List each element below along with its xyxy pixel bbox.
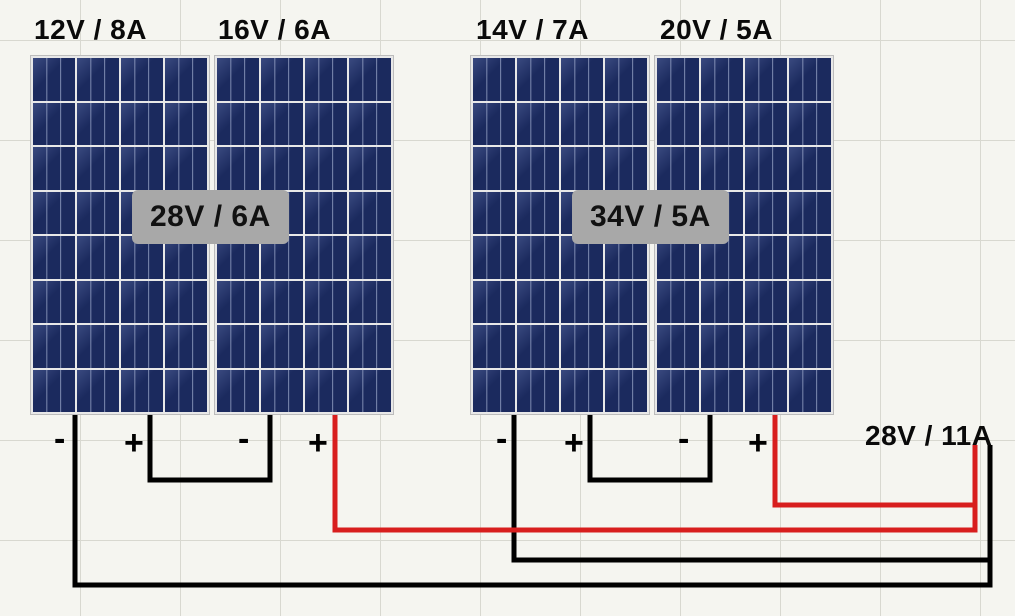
panel-2-terminal-negative: - bbox=[238, 420, 249, 459]
panel-4-terminal-negative: - bbox=[678, 420, 689, 459]
panel-3-label: 14V / 7A bbox=[476, 14, 589, 46]
panel-4-terminal-positive: + bbox=[748, 424, 768, 463]
panel-2-terminal-positive: + bbox=[308, 424, 328, 463]
panel-1-terminal-positive: + bbox=[124, 424, 144, 463]
panel-4-label: 20V / 5A bbox=[660, 14, 773, 46]
panel-3-terminal-negative: - bbox=[496, 420, 507, 459]
series-badge-2: 34V / 5A bbox=[572, 190, 729, 244]
panel-2-label: 16V / 6A bbox=[218, 14, 331, 46]
series-badge-1: 28V / 6A bbox=[132, 190, 289, 244]
panel-1-terminal-negative: - bbox=[54, 420, 65, 459]
panel-1-label: 12V / 8A bbox=[34, 14, 147, 46]
output-label: 28V / 11A bbox=[865, 420, 992, 452]
panel-3-terminal-positive: + bbox=[564, 424, 584, 463]
